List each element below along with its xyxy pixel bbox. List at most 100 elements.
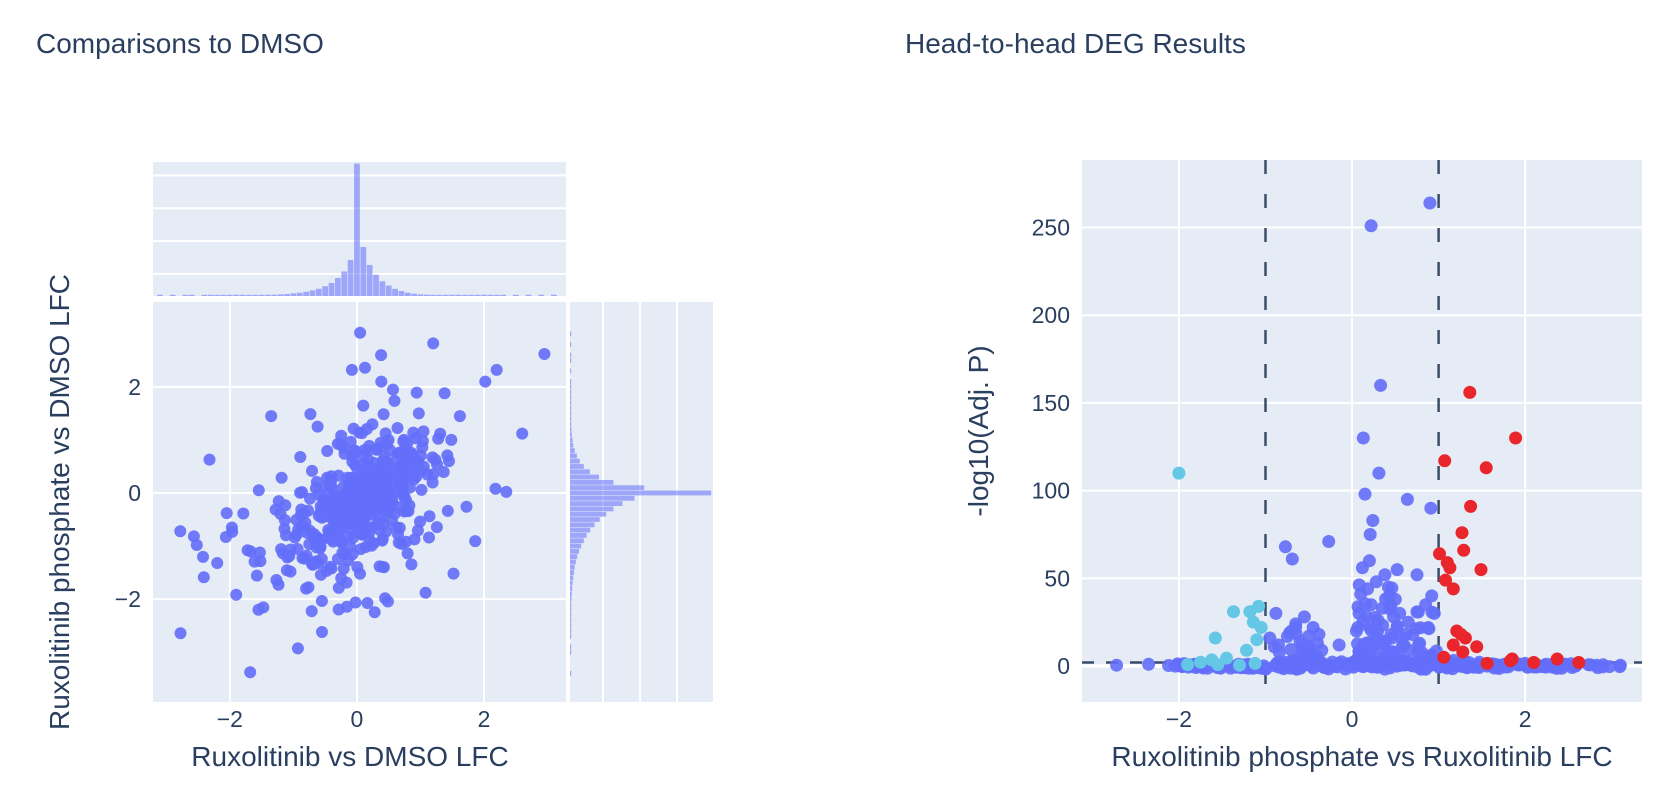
volcano-point-nonsig[interactable] xyxy=(1297,610,1311,624)
volcano-point-up[interactable] xyxy=(1455,526,1469,540)
histogram-bar[interactable] xyxy=(296,292,303,296)
histogram-bar[interactable] xyxy=(570,538,584,544)
volcano-point-nonsig[interactable] xyxy=(1302,629,1316,643)
volcano-point-nonsig[interactable] xyxy=(1359,636,1373,650)
histogram-bar[interactable] xyxy=(474,294,481,296)
volcano-point-nonsig[interactable] xyxy=(1400,492,1414,506)
volcano-point-down[interactable] xyxy=(1243,605,1257,619)
histogram-bar[interactable] xyxy=(227,294,233,296)
volcano-point-nonsig[interactable] xyxy=(1354,587,1368,601)
scatter-point[interactable] xyxy=(423,531,435,544)
volcano-point-up[interactable] xyxy=(1527,656,1541,669)
scatter-point[interactable] xyxy=(393,521,406,534)
scatter-point[interactable] xyxy=(415,483,428,496)
scatter-point[interactable] xyxy=(405,558,418,571)
volcano-point-up[interactable] xyxy=(1446,638,1460,652)
histogram-bar[interactable] xyxy=(385,285,392,296)
histogram-bar[interactable] xyxy=(570,384,572,390)
scatter-point[interactable] xyxy=(362,444,375,457)
histogram-bar[interactable] xyxy=(570,554,578,560)
scatter-point[interactable] xyxy=(344,435,357,448)
histogram-bar[interactable] xyxy=(341,271,348,296)
histogram-bar[interactable] xyxy=(570,474,599,480)
volcano-point-nonsig[interactable] xyxy=(1284,643,1298,656)
histogram-bar[interactable] xyxy=(570,448,575,453)
histogram-bar[interactable] xyxy=(188,294,195,296)
histogram-bar[interactable] xyxy=(570,479,614,485)
scatter-point[interactable] xyxy=(345,363,358,376)
scatter-point[interactable] xyxy=(490,363,503,376)
scatter-point[interactable] xyxy=(368,606,381,619)
scatter-point[interactable] xyxy=(332,603,345,616)
scatter-point[interactable] xyxy=(403,481,416,494)
volcano-point-nonsig[interactable] xyxy=(1424,501,1438,515)
histogram-bar[interactable] xyxy=(570,501,623,506)
histogram-bar[interactable] xyxy=(290,293,297,296)
volcano-point-down[interactable] xyxy=(1227,605,1240,619)
histogram-bar[interactable] xyxy=(525,294,532,296)
histogram-bar[interactable] xyxy=(157,294,163,296)
histogram-bar[interactable] xyxy=(570,596,572,602)
volcano-point-nonsig[interactable] xyxy=(1356,431,1370,445)
scatter-point[interactable] xyxy=(211,557,224,569)
volcano-point-up[interactable] xyxy=(1480,656,1494,670)
scatter-point[interactable] xyxy=(426,476,439,489)
histogram-bar[interactable] xyxy=(570,522,595,528)
scatter-point[interactable] xyxy=(338,447,351,460)
scatter-point[interactable] xyxy=(366,418,379,431)
volcano-point-nonsig[interactable] xyxy=(1419,598,1433,612)
volcano-point-nonsig[interactable] xyxy=(1350,659,1364,672)
scatter-point[interactable] xyxy=(241,544,254,557)
scatter-point[interactable] xyxy=(391,422,404,434)
histogram-bar[interactable] xyxy=(570,548,580,554)
scatter-point[interactable] xyxy=(365,539,378,552)
volcano-point-up[interactable] xyxy=(1464,499,1478,513)
histogram-bar[interactable] xyxy=(570,485,645,491)
scatter-point[interactable] xyxy=(430,521,443,534)
histogram-bar[interactable] xyxy=(366,264,373,296)
scatter-point[interactable] xyxy=(324,532,337,545)
histogram-bar[interactable] xyxy=(570,580,573,586)
scatter-point[interactable] xyxy=(316,626,328,638)
histogram-bar[interactable] xyxy=(328,282,335,296)
scatter-point[interactable] xyxy=(197,550,209,563)
scatter-point[interactable] xyxy=(315,595,328,607)
scatter-point[interactable] xyxy=(377,489,390,502)
volcano-point-nonsig[interactable] xyxy=(1378,568,1392,582)
histogram-bar[interactable] xyxy=(258,294,265,296)
scatter-point[interactable] xyxy=(415,464,428,477)
histogram-bar[interactable] xyxy=(570,416,572,422)
scatter-point[interactable] xyxy=(379,592,392,605)
histogram-bar[interactable] xyxy=(570,357,572,363)
scatter-point[interactable] xyxy=(354,480,367,493)
scatter-point[interactable] xyxy=(538,348,551,360)
histogram-bar[interactable] xyxy=(417,294,424,296)
scatter-point[interactable] xyxy=(294,451,307,463)
scatter-point[interactable] xyxy=(347,531,360,544)
volcano-point-up[interactable] xyxy=(1438,454,1452,468)
scatter-point[interactable] xyxy=(310,476,323,488)
scatter-point[interactable] xyxy=(362,467,375,480)
scatter-point[interactable] xyxy=(197,571,210,584)
scatter-point[interactable] xyxy=(315,552,328,565)
histogram-bar[interactable] xyxy=(570,612,572,618)
scatter-point[interactable] xyxy=(276,547,289,560)
scatter-point[interactable] xyxy=(335,572,348,585)
scatter-point[interactable] xyxy=(306,464,318,477)
volcano-point-up[interactable] xyxy=(1509,431,1523,445)
volcano-point-nonsig[interactable] xyxy=(1406,628,1420,641)
volcano-point-nonsig[interactable] xyxy=(1372,466,1386,480)
histogram-bar[interactable] xyxy=(570,511,607,517)
scatter-point[interactable] xyxy=(410,386,423,399)
scatter-point[interactable] xyxy=(291,543,304,555)
histogram-bar[interactable] xyxy=(570,617,572,623)
histogram-bar[interactable] xyxy=(570,586,573,591)
volcano-point-nonsig[interactable] xyxy=(1357,646,1371,660)
histogram-bar[interactable] xyxy=(570,453,577,459)
histogram-bar[interactable] xyxy=(284,294,290,296)
histogram-bar[interactable] xyxy=(430,294,437,296)
histogram-bar[interactable] xyxy=(570,411,572,416)
histogram-bar[interactable] xyxy=(570,342,572,347)
histogram-bar[interactable] xyxy=(570,628,572,634)
scatter-point[interactable] xyxy=(374,436,387,449)
